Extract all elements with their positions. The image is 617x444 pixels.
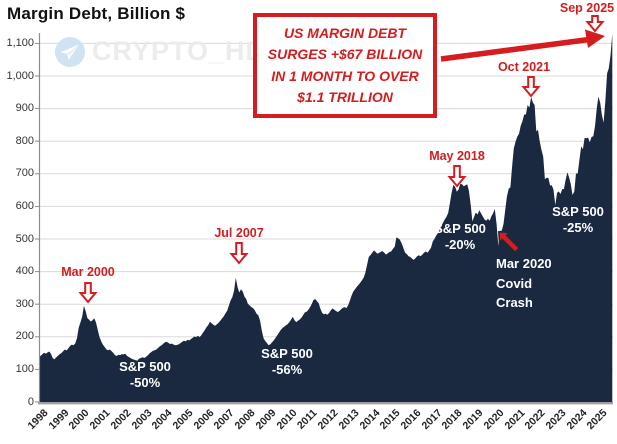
callout-line: $1.1 TRILLION [297, 89, 393, 105]
surge-arrow-shaft [440, 36, 590, 62]
drawdown-line: -56% [271, 361, 303, 377]
drawdown-line: -50% [129, 374, 161, 390]
callout-line: US MARGIN DEBT [283, 24, 407, 41]
y-axis-label: 600 [15, 199, 34, 212]
watermark: CRYPTO_HD [55, 36, 266, 67]
covid-crash-label: Mar 2020 Covid Crash [496, 254, 552, 313]
y-axis-label: 300 [15, 297, 34, 310]
margin-debt-area-series [39, 33, 613, 402]
annotation-arrows [78, 15, 605, 304]
headline-callout-box: US MARGIN DEBT SURGES +$67 BILLION IN 1 … [253, 13, 437, 118]
y-axis-label: 100 [15, 362, 34, 375]
y-axis-label: 900 [15, 102, 34, 115]
y-axis-label: 400 [15, 265, 34, 278]
drawdown-label-sp500-50: S&P 500 -50% [119, 359, 171, 390]
peak-down-arrow-icon [447, 165, 467, 188]
drawdown-label-sp500-56: S&P 500 -56% [261, 346, 313, 377]
covid-line: Mar 2020 [496, 256, 552, 271]
peak-label-sep-2025: Sep 2025 [559, 1, 615, 15]
drawdown-label-sp500-20: S&P 500 -20% [434, 221, 486, 252]
y-axis-label: 200 [15, 330, 34, 343]
drawdown-line: -25% [562, 219, 594, 235]
y-axis-label: 700 [15, 167, 34, 180]
drawdown-label-sp500-25: S&P 500 -25% [552, 204, 604, 235]
y-axis-label: 1,100 [6, 36, 34, 49]
peak-down-arrow-icon [229, 242, 249, 265]
covid-line: Crash [496, 295, 533, 310]
page-title: Margin Debt, Billion $ [7, 4, 186, 23]
y-axis-label: 500 [15, 232, 34, 245]
peak-label-mar-2000: Mar 2000 [61, 265, 115, 279]
peak-down-arrow-icon [521, 76, 541, 98]
surge-arrow-head [585, 29, 605, 48]
drawdown-line: -20% [444, 236, 476, 252]
drawdown-line: S&P 500 [261, 346, 313, 361]
peak-label-jul-2007: Jul 2007 [214, 226, 264, 240]
y-axis-label: 0 [27, 395, 34, 408]
drawdown-line: S&P 500 [119, 359, 171, 374]
peak-down-arrow-icon [78, 282, 98, 304]
drawdown-line: S&P 500 [434, 221, 486, 236]
y-axis-label: 800 [15, 134, 34, 147]
telegram-plane-icon [55, 36, 85, 67]
watermark-text: CRYPTO_HD [92, 36, 267, 66]
callout-line: IN 1 MONTH TO OVER [271, 67, 419, 84]
y-axis-label: 1,000 [6, 69, 34, 82]
peak-label-oct-2021: Oct 2021 [497, 60, 551, 74]
callout-line: SURGES +$67 BILLION [267, 46, 423, 62]
peak-label-may-2018: May 2018 [429, 149, 485, 163]
peak-down-arrow-icon [585, 15, 605, 33]
axes [35, 33, 613, 405]
covid-crash-arrow-icon [498, 231, 521, 254]
drawdown-line: S&P 500 [552, 204, 604, 219]
covid-line: Covid [496, 275, 533, 291]
